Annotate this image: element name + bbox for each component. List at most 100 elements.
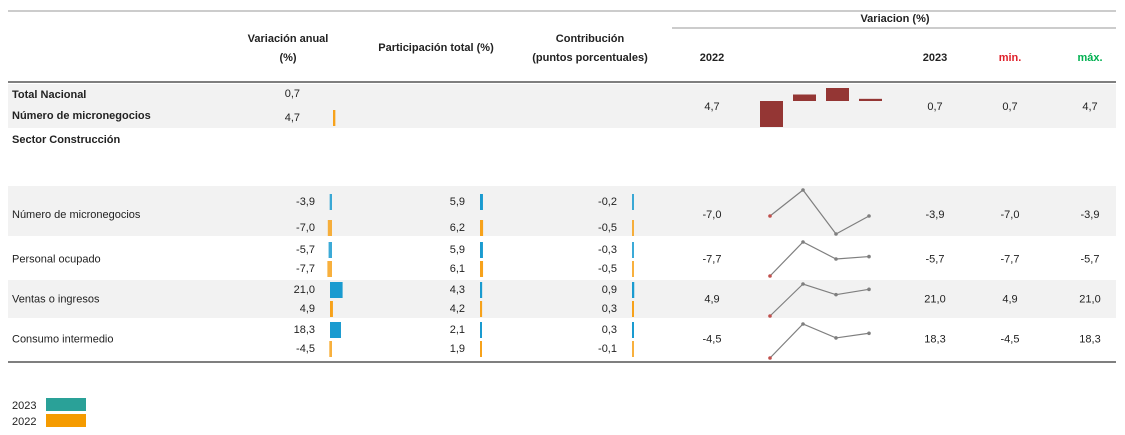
- cell-value: -7,0: [296, 222, 315, 234]
- cell-value: 2,1: [450, 324, 465, 336]
- cell-bar: [480, 282, 483, 298]
- cell-value: -7,0: [703, 209, 722, 221]
- cell-value: 5,9: [450, 244, 465, 256]
- cell-value: -7,0: [1001, 209, 1020, 221]
- spark-point: [801, 240, 805, 244]
- col-header: máx.: [1077, 52, 1102, 64]
- cell-bar: [632, 194, 634, 210]
- legend-label: 2023: [12, 400, 36, 412]
- row-band: [8, 186, 1116, 236]
- row-label: Personal ocupado: [12, 253, 101, 265]
- cell-value: 0,3: [602, 303, 617, 315]
- cell-value: 6,2: [450, 222, 465, 234]
- cell-value: -4,5: [296, 343, 315, 355]
- cell-bar: [333, 110, 336, 126]
- row-band: [8, 280, 1116, 318]
- cell-value: -3,9: [296, 196, 315, 208]
- col-header: 2022: [700, 52, 724, 64]
- cell-value: 4,7: [285, 112, 300, 124]
- cell-bar: [327, 220, 332, 236]
- cell-value: 21,0: [924, 293, 945, 305]
- cell-bar: [480, 261, 484, 277]
- cell-value: -0,1: [598, 343, 617, 355]
- cell-value: -4,5: [1001, 333, 1020, 345]
- cell-bar: [632, 322, 634, 338]
- cell-value: 18,3: [1079, 333, 1100, 345]
- cell-bar: [480, 322, 482, 338]
- col-header: (%): [279, 52, 296, 64]
- spark-point: [834, 292, 838, 297]
- spark-point: [867, 287, 871, 292]
- cell-bar: [329, 194, 332, 210]
- cell-value: 0,7: [285, 88, 300, 100]
- cell-value: -5,7: [926, 253, 945, 265]
- spark-point: [801, 322, 805, 326]
- row-label: Total Nacional: [12, 89, 86, 101]
- legend-swatch: [46, 414, 86, 427]
- spark-bar: [760, 101, 783, 127]
- cell-value: -0,5: [598, 222, 617, 234]
- cell-value: 21,0: [294, 284, 315, 296]
- row-label: Número de micronegocios: [12, 110, 151, 122]
- spark-point: [834, 232, 838, 236]
- sparkline: [769, 189, 870, 235]
- spark-bar: [859, 98, 882, 101]
- cell-value: 4,7: [704, 101, 719, 113]
- row-label: Consumo intermedio: [12, 333, 114, 345]
- cell-value: 4,9: [704, 293, 719, 305]
- row-band: [8, 84, 1116, 128]
- legend-label: 2022: [12, 416, 36, 428]
- spark-point: [801, 282, 805, 286]
- spark-point: [801, 188, 805, 192]
- cell-value: -7,7: [703, 253, 722, 265]
- cell-value: 18,3: [924, 333, 945, 345]
- col-header: min.: [999, 52, 1022, 64]
- spark-point: [768, 356, 772, 360]
- spark-point: [834, 336, 838, 340]
- cell-value: -3,9: [926, 209, 945, 221]
- group-header: Variacion (%): [860, 13, 929, 25]
- cell-bar: [480, 301, 483, 317]
- cell-value: 0,7: [927, 101, 942, 113]
- cell-bar: [632, 301, 634, 317]
- cell-bar: [480, 341, 482, 357]
- cell-value: 4,9: [1002, 293, 1017, 305]
- row-label: Número de micronegocios: [12, 209, 141, 221]
- spark-point: [834, 257, 838, 261]
- cell-bar: [632, 341, 634, 357]
- cell-value: 21,0: [1079, 293, 1100, 305]
- spark-bar: [793, 94, 816, 101]
- cell-bar: [480, 194, 483, 210]
- spark-point: [867, 214, 871, 218]
- sparkline: [769, 241, 870, 277]
- cell-value: 4,2: [450, 303, 465, 315]
- cell-bar: [330, 322, 341, 338]
- col-header: Variación anual: [248, 33, 329, 45]
- cell-bar: [632, 282, 635, 298]
- cell-bar: [480, 220, 484, 236]
- cell-bar: [327, 261, 332, 277]
- cell-value: -7,7: [296, 263, 315, 275]
- cell-value: 6,1: [450, 263, 465, 275]
- cell-value: -0,3: [598, 244, 617, 256]
- spark-point: [867, 331, 871, 336]
- cell-value: 0,7: [1002, 101, 1017, 113]
- row-label: Ventas o ingresos: [12, 293, 100, 305]
- cell-bar: [632, 261, 634, 277]
- cell-value: -3,9: [1081, 209, 1100, 221]
- sparkline: [769, 283, 870, 317]
- section-label: Sector Construcción: [12, 134, 120, 146]
- legend-swatch: [46, 398, 86, 411]
- cell-value: -5,7: [296, 244, 315, 256]
- cell-bar: [330, 301, 333, 317]
- cell-bar: [480, 242, 483, 258]
- cell-bar: [328, 242, 332, 258]
- col-header: 2023: [923, 52, 947, 64]
- spark-bar: [826, 88, 849, 101]
- cell-value: 1,9: [450, 343, 465, 355]
- cell-value: -4,5: [703, 333, 722, 345]
- cell-bar: [330, 282, 343, 298]
- cell-value: 18,3: [294, 324, 315, 336]
- cell-value: 0,3: [602, 324, 617, 336]
- cell-value: 4,9: [300, 303, 315, 315]
